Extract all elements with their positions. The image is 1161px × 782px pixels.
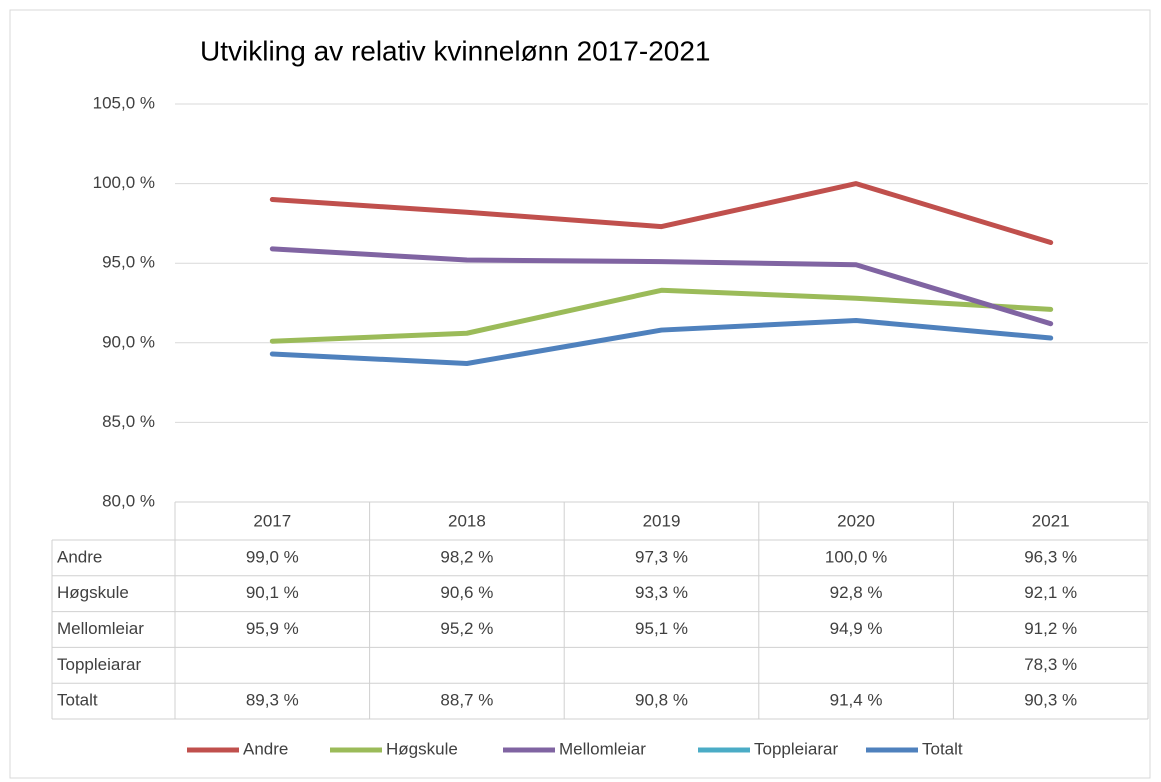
data-label: 96,3 % [1024, 547, 1077, 566]
chart-title: Utvikling av relativ kvinnelønn 2017-202… [200, 35, 711, 66]
data-label: 91,4 % [830, 691, 883, 710]
x-tick-label: 2019 [643, 511, 681, 530]
data-label: 92,1 % [1024, 583, 1077, 602]
plot-area [269, 181, 1054, 366]
data-label: 99,0 % [246, 547, 299, 566]
table-row-label: Høgskule [57, 583, 129, 602]
legend-label: Totalt [922, 739, 963, 758]
series-line [269, 318, 1054, 366]
table-row-label: Totalt [57, 691, 98, 710]
x-tick-label: 2020 [837, 511, 875, 530]
y-tick-label: 85,0 % [102, 412, 155, 431]
legend-label: Toppleiarar [754, 739, 838, 758]
data-label: 78,3 % [1024, 655, 1077, 674]
y-tick-label: 105,0 % [93, 93, 155, 112]
x-tick-label: 2018 [448, 511, 486, 530]
y-tick-label: 80,0 % [102, 491, 155, 510]
data-label: 98,2 % [440, 547, 493, 566]
data-label: 91,2 % [1024, 619, 1077, 638]
y-tick-label: 100,0 % [93, 173, 155, 192]
data-label: 97,3 % [635, 547, 688, 566]
data-label: 92,8 % [830, 583, 883, 602]
chart-frame [9, 9, 1151, 779]
table-row-label: Toppleiarar [57, 655, 141, 674]
data-label: 94,9 % [830, 619, 883, 638]
table-row-label: Mellomleiar [57, 619, 144, 638]
series-line [269, 181, 1054, 246]
data-label: 90,8 % [635, 691, 688, 710]
x-tick-label: 2021 [1032, 511, 1070, 530]
legend-label: Andre [243, 739, 288, 758]
legend-label: Mellomleiar [559, 739, 646, 758]
data-label: 95,2 % [440, 619, 493, 638]
data-label: 90,1 % [246, 583, 299, 602]
data-label: 89,3 % [246, 691, 299, 710]
legend-label: Høgskule [386, 739, 458, 758]
series-line [269, 246, 1054, 327]
table-row-label: Andre [57, 547, 102, 566]
series-line [269, 287, 1054, 344]
y-tick-label: 90,0 % [102, 332, 155, 351]
y-tick-label: 95,0 % [102, 253, 155, 272]
data-label: 88,7 % [440, 691, 493, 710]
data-label: 90,3 % [1024, 691, 1077, 710]
data-label: 90,6 % [440, 583, 493, 602]
data-label: 95,1 % [635, 619, 688, 638]
data-label: 95,9 % [246, 619, 299, 638]
x-tick-label: 2017 [253, 511, 291, 530]
data-label: 100,0 % [825, 547, 887, 566]
data-label: 93,3 % [635, 583, 688, 602]
